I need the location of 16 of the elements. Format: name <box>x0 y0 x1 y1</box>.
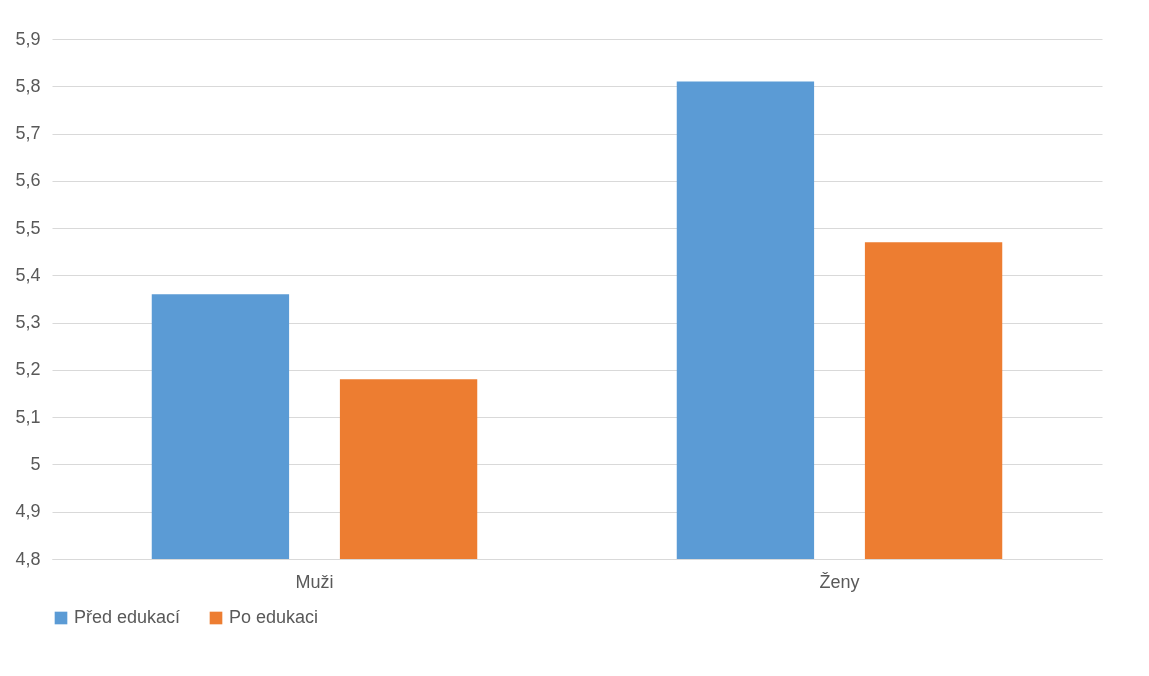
y-tick-label: 5,7 <box>15 123 41 144</box>
y-tick-label: 5,4 <box>15 264 41 285</box>
y-tick-label: 5,1 <box>15 406 41 427</box>
y-tick-label: 5,8 <box>15 75 41 96</box>
legend-label: Po edukaci <box>229 607 319 627</box>
y-tick-label: 5 <box>30 453 41 474</box>
x-tick-label: Muži <box>295 571 334 592</box>
y-tick-label: 5,9 <box>15 28 41 49</box>
legend-label: Před edukací <box>74 607 181 627</box>
x-tick-label: Ženy <box>819 571 860 592</box>
y-tick-label: 5,2 <box>15 359 41 380</box>
y-tick-label: 5,6 <box>15 170 41 191</box>
y-tick-label: 4,8 <box>15 548 41 569</box>
y-tick-label: 5,3 <box>15 312 41 333</box>
y-tick-label: 5,5 <box>15 217 41 238</box>
y-tick-label: 4,9 <box>15 501 41 522</box>
